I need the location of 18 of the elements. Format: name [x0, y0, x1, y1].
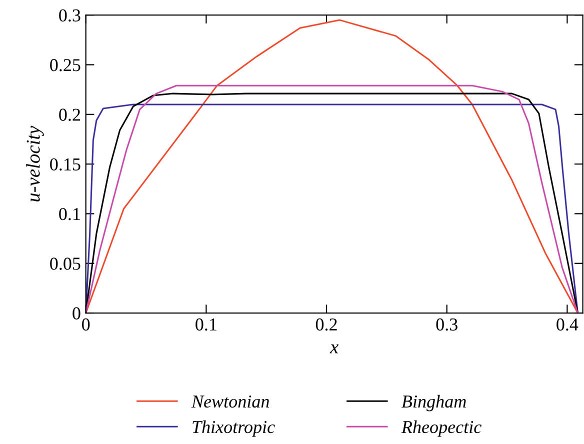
legend-label: Rheopectic [401, 420, 482, 437]
y-tick-label: 0.1 [59, 208, 80, 220]
legend-label: Newtonian [191, 395, 269, 408]
x-tick-label: 0.2 [316, 318, 337, 331]
y-tick-label: 0.05 [50, 258, 80, 270]
x-tick-label: 0.4 [556, 318, 578, 331]
x-tick-label: 0 [82, 318, 90, 331]
x-tick-label: 0.1 [196, 318, 216, 331]
y-tick-label: 0.25 [50, 59, 80, 72]
x-tick-label: 0.3 [436, 318, 458, 331]
legend-label: Thixotropic [192, 420, 275, 437]
y-tick-label: 0.3 [59, 9, 80, 22]
y-tick-label: 0.2 [59, 108, 80, 121]
y-tick-label: 0 [72, 307, 80, 320]
y-tick-label: 0.15 [50, 158, 80, 171]
x-axis-title: x [330, 344, 339, 354]
legend-label: Bingham [402, 394, 466, 412]
y-axis-title: u-velocity [26, 126, 44, 202]
